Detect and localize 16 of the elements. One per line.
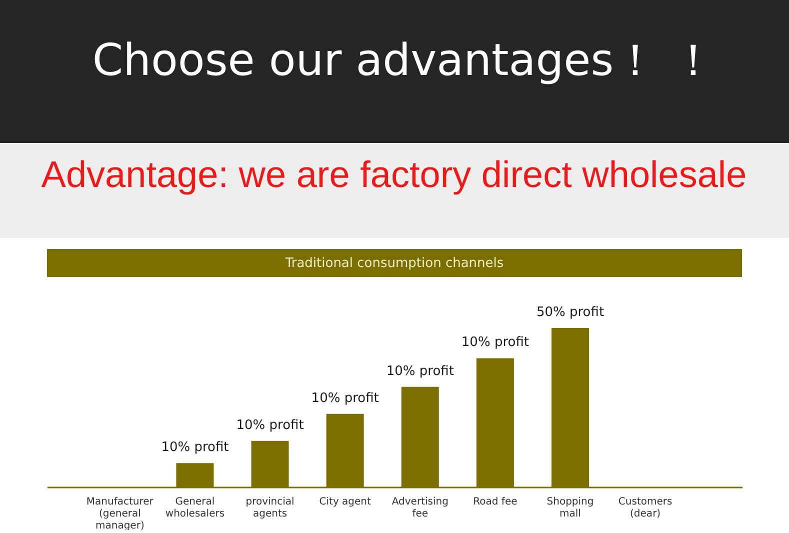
annotation: 10% profit (311, 390, 379, 406)
chart-subtitle: Advantage: we are factory direct wholesale (41, 154, 747, 195)
annotation: 10% profit (161, 440, 229, 456)
text: Traditional consumption channels (284, 256, 504, 271)
x-tick-label: Customers (dear) (618, 496, 672, 520)
chart-title: Choose our advantages！ ！ (92, 35, 716, 86)
x-tick-label: General wholesalers (165, 496, 225, 520)
x-tick-label: provincial agents (246, 496, 294, 520)
x-tick-label: Road fee (473, 496, 518, 508)
annotation: 10% profit (236, 418, 304, 433)
annotation: 50% profit (536, 305, 604, 320)
x-tick-label: City agent (319, 496, 371, 508)
annotation: 10% profit (386, 364, 454, 379)
annotation: 10% profit (461, 335, 529, 350)
x-tick-label: Shopping mall (546, 496, 594, 520)
x-tick-label: Advertising fee (392, 496, 448, 520)
